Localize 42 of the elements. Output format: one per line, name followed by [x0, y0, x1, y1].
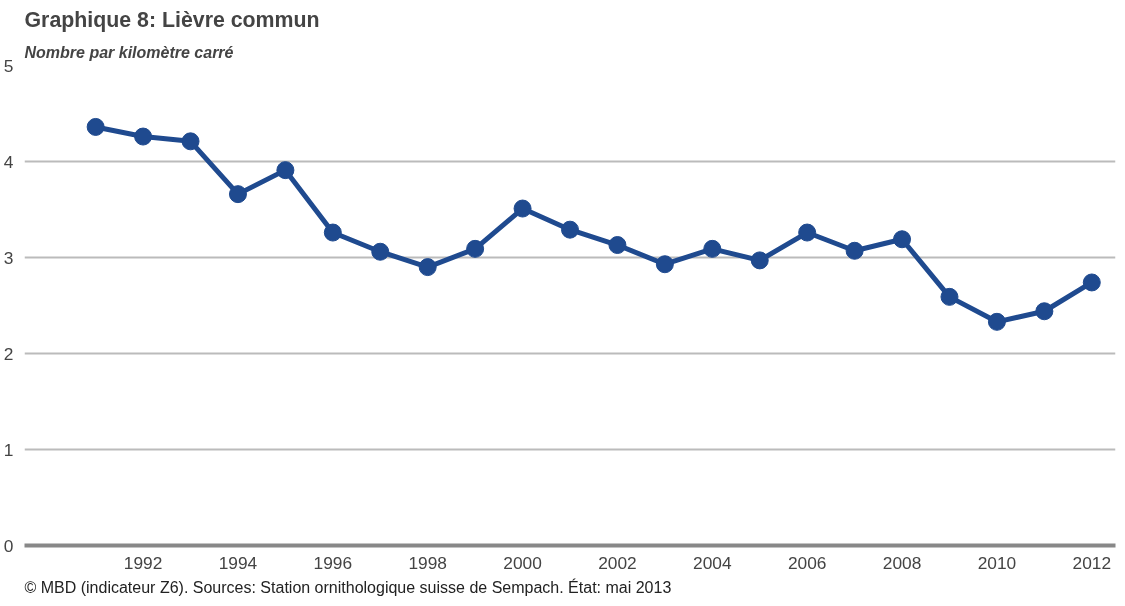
y-tick-label: 3 — [3, 247, 14, 268]
x-tick-label: 2002 — [598, 552, 637, 573]
y-tick-label: 1 — [3, 439, 14, 460]
x-tick-label: 2000 — [503, 552, 542, 573]
point — [276, 161, 295, 180]
y-tick-label: 5 — [3, 55, 14, 76]
x-tick-label: 1996 — [313, 552, 353, 573]
y-axis-title: Nombre par kilomètre carré — [24, 43, 234, 61]
point — [466, 239, 485, 258]
x-tick-label: 2010 — [977, 552, 1017, 573]
point — [608, 236, 627, 254]
point — [561, 220, 579, 239]
point — [750, 251, 769, 270]
point — [134, 127, 153, 146]
point — [893, 230, 912, 249]
text: © MBD (indicateur Z6). Sources: Station ornithologique suisse de Sempach. État: mai 2013 — [24, 577, 672, 596]
point — [86, 117, 105, 136]
point — [513, 199, 532, 218]
point — [845, 241, 864, 260]
point — [987, 312, 1006, 331]
y-tick-label: 0 — [3, 535, 14, 556]
point — [655, 255, 674, 274]
point — [228, 185, 247, 204]
point — [1082, 273, 1101, 292]
point — [798, 223, 817, 242]
x-tick-label: 1994 — [218, 552, 258, 573]
y-tick-label: 2 — [3, 343, 14, 364]
point — [418, 258, 437, 277]
x-tick-label: 1998 — [408, 552, 447, 573]
chart-title: Graphique 8: Lièvre commun — [24, 7, 320, 32]
point — [703, 239, 722, 258]
x-tick-label: 2004 — [693, 552, 732, 573]
x-tick-label: 1992 — [123, 552, 163, 573]
point — [181, 132, 200, 151]
x-tick-label: 2012 — [1072, 552, 1112, 573]
point — [940, 287, 959, 306]
point — [323, 223, 342, 242]
y-tick-label: 4 — [3, 151, 14, 172]
point — [371, 242, 390, 261]
x-tick-label: 2008 — [882, 552, 922, 573]
x-tick-label: 2006 — [787, 552, 827, 573]
point — [1035, 302, 1054, 321]
